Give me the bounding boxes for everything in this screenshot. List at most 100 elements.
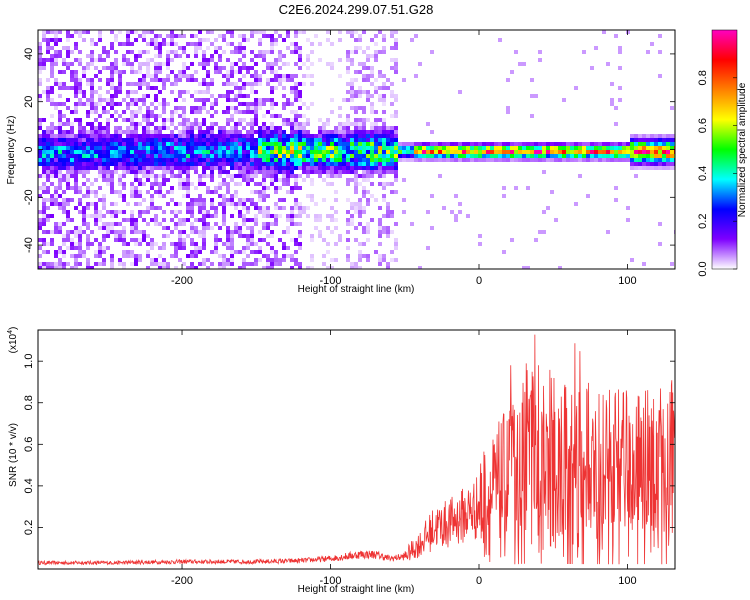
heatmap-cell	[386, 138, 390, 142]
heatmap-cell	[162, 246, 166, 250]
heatmap-cell	[410, 222, 414, 226]
heatmap-cell	[622, 158, 626, 162]
heatmap-cell	[438, 154, 442, 158]
heatmap-cell	[126, 118, 130, 122]
heatmap-cell	[282, 150, 286, 154]
heatmap-cell	[190, 238, 194, 242]
heatmap-cell	[98, 166, 102, 170]
heatmap-cell	[230, 134, 234, 138]
heatmap-cell	[38, 194, 42, 198]
heatmap-cell	[378, 242, 382, 246]
heatmap-cell	[82, 94, 86, 98]
heatmap-cell	[46, 90, 50, 94]
heatmap-cell	[98, 226, 102, 230]
heatmap-cell	[134, 82, 138, 86]
heatmap-cell	[378, 258, 382, 262]
heatmap-cell	[46, 166, 50, 170]
heatmap-cell	[110, 150, 114, 154]
heatmap-cell	[378, 86, 382, 90]
heatmap-cell	[86, 170, 90, 174]
heatmap-cell	[74, 162, 78, 166]
heatmap-cell	[134, 242, 138, 246]
heatmap-cell	[390, 34, 394, 38]
heatmap-cell	[382, 150, 386, 154]
heatmap-cell	[666, 150, 670, 154]
heatmap-cell	[366, 138, 370, 142]
heatmap-cell	[194, 226, 198, 230]
heatmap-cell	[294, 126, 298, 130]
heatmap-cell	[118, 178, 122, 182]
heatmap-cell	[502, 194, 506, 198]
heatmap-cell	[266, 34, 270, 38]
heatmap-cell	[62, 114, 66, 118]
heatmap-cell	[154, 242, 158, 246]
colorbar-ticks: 0.00.20.40.60.8	[697, 70, 737, 277]
heatmap-cell	[254, 118, 258, 122]
heatmap-cell	[78, 86, 82, 90]
heatmap-cell	[314, 142, 318, 146]
heatmap-cell	[482, 146, 486, 150]
heatmap-cell	[186, 206, 190, 210]
heatmap-cell	[614, 158, 618, 162]
heatmap-cell	[370, 170, 374, 174]
heatmap-cell	[426, 246, 430, 250]
heatmap-cell	[642, 150, 646, 154]
heatmap-cell	[378, 230, 382, 234]
heatmap-cell	[198, 142, 202, 146]
heatmap-cell	[466, 142, 470, 146]
heatmap-cell	[106, 158, 110, 162]
heatmap-cell	[78, 262, 82, 266]
heatmap-cell	[666, 138, 670, 142]
heatmap-cell	[402, 142, 406, 146]
heatmap-cell	[390, 102, 394, 106]
heatmap-cell	[210, 142, 214, 146]
heatmap-cell	[198, 134, 202, 138]
heatmap-cell	[522, 146, 526, 150]
heatmap-cell	[198, 246, 202, 250]
heatmap-cell	[306, 170, 310, 174]
heatmap-cell	[506, 154, 510, 158]
heatmap-cell	[230, 254, 234, 258]
heatmap-cell	[278, 170, 282, 174]
heatmap-cell	[110, 138, 114, 142]
heatmap-cell	[210, 130, 214, 134]
heatmap-cell	[130, 70, 134, 74]
heatmap-cell	[222, 66, 226, 70]
heatmap-cell	[42, 170, 46, 174]
heatmap-cell	[330, 158, 334, 162]
heatmap-cell	[214, 250, 218, 254]
heatmap-cell	[322, 178, 326, 182]
heatmap-cell	[326, 162, 330, 166]
heatmap-cell	[658, 150, 662, 154]
heatmap-cell	[162, 142, 166, 146]
heatmap-cell	[382, 50, 386, 54]
heatmap-cell	[234, 206, 238, 210]
heatmap-cell	[182, 166, 186, 170]
heatmap-cell	[78, 98, 82, 102]
heatmap-cell	[66, 66, 70, 70]
heatmap-cell	[142, 102, 146, 106]
heatmap-cell	[118, 222, 122, 226]
heatmap-cell	[330, 230, 334, 234]
heatmap-cell	[290, 118, 294, 122]
heatmap-cell	[46, 190, 50, 194]
heatmap-cell	[426, 210, 430, 214]
heatmap-cell	[150, 142, 154, 146]
heatmap-cell	[142, 38, 146, 42]
heatmap-cell	[42, 238, 46, 242]
heatmap-cell	[530, 154, 534, 158]
heatmap-cell	[130, 42, 134, 46]
x-tick-label: 0	[476, 575, 482, 587]
heatmap-cell	[618, 146, 622, 150]
heatmap-cell	[98, 150, 102, 154]
heatmap-cell	[158, 70, 162, 74]
heatmap-cell	[86, 154, 90, 158]
heatmap-cell	[502, 142, 506, 146]
heatmap-cell	[282, 74, 286, 78]
heatmap-cell	[362, 126, 366, 130]
heatmap-cell	[286, 122, 290, 126]
heatmap-cell	[330, 214, 334, 218]
heatmap-cell	[530, 158, 534, 162]
heatmap-cell	[270, 234, 274, 238]
heatmap-cell	[390, 58, 394, 62]
